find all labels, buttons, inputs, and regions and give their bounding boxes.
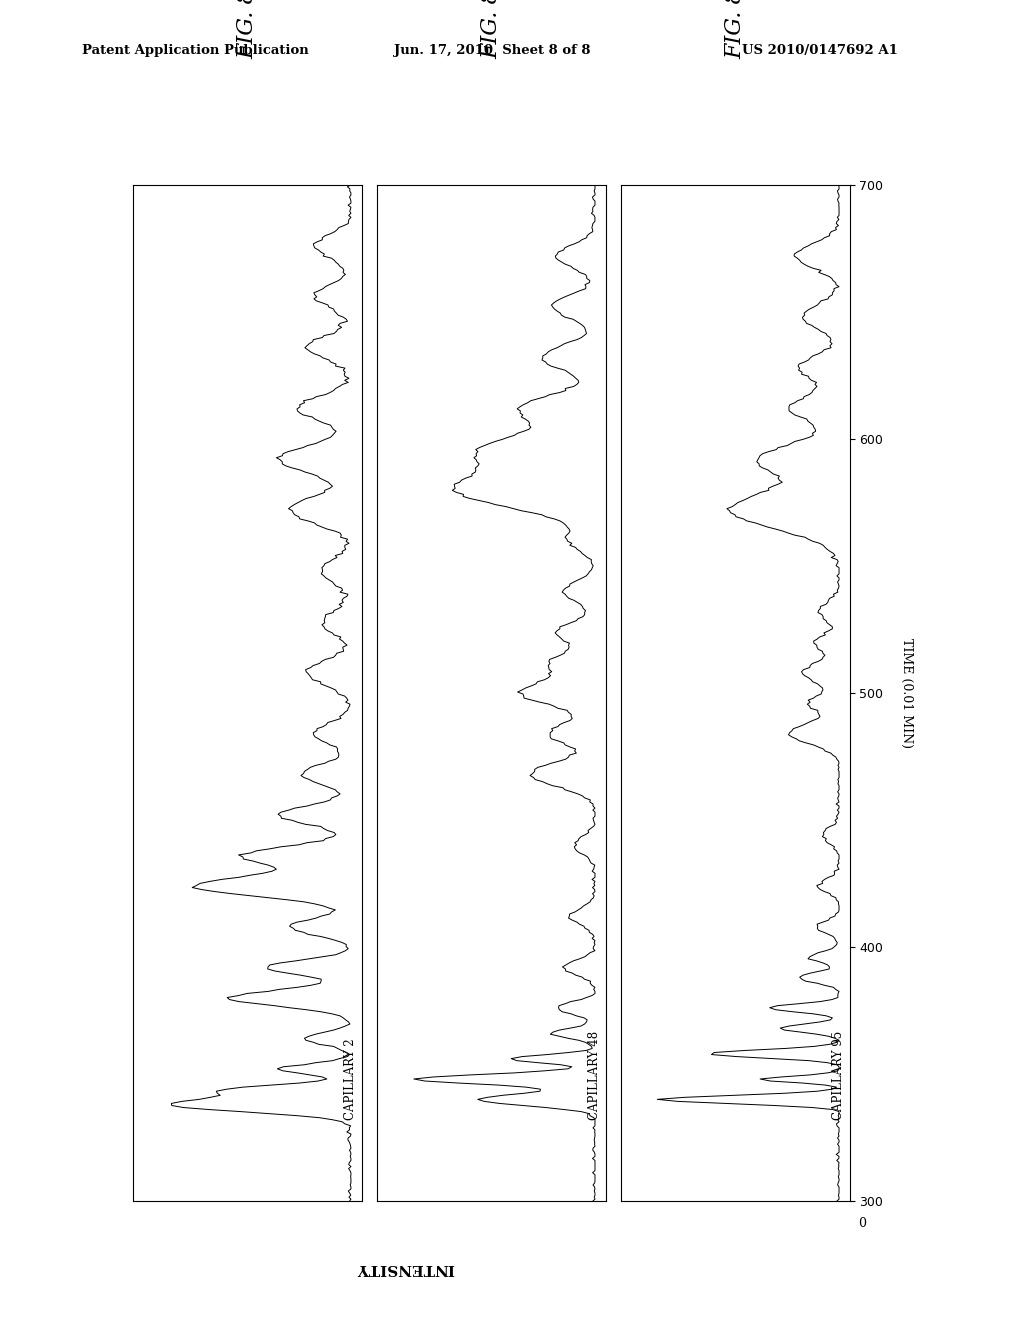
Text: TIME (0.01 MIN): TIME (0.01 MIN) xyxy=(900,638,912,748)
Text: CAPILLARY 95: CAPILLARY 95 xyxy=(833,1031,846,1119)
Text: 0: 0 xyxy=(858,1217,866,1230)
Text: US 2010/0147692 A1: US 2010/0147692 A1 xyxy=(742,44,898,57)
Text: CAPILLARY 48: CAPILLARY 48 xyxy=(589,1031,601,1119)
Text: FIG. 8a: FIG. 8a xyxy=(725,0,746,59)
Text: INTENSITY: INTENSITY xyxy=(356,1261,455,1275)
Text: Jun. 17, 2010  Sheet 8 of 8: Jun. 17, 2010 Sheet 8 of 8 xyxy=(394,44,591,57)
Text: CAPILLARY 2: CAPILLARY 2 xyxy=(344,1039,357,1119)
Text: FIG. 8b: FIG. 8b xyxy=(480,0,503,59)
Text: Patent Application Publication: Patent Application Publication xyxy=(82,44,308,57)
Text: FIG. 8c: FIG. 8c xyxy=(237,0,258,59)
